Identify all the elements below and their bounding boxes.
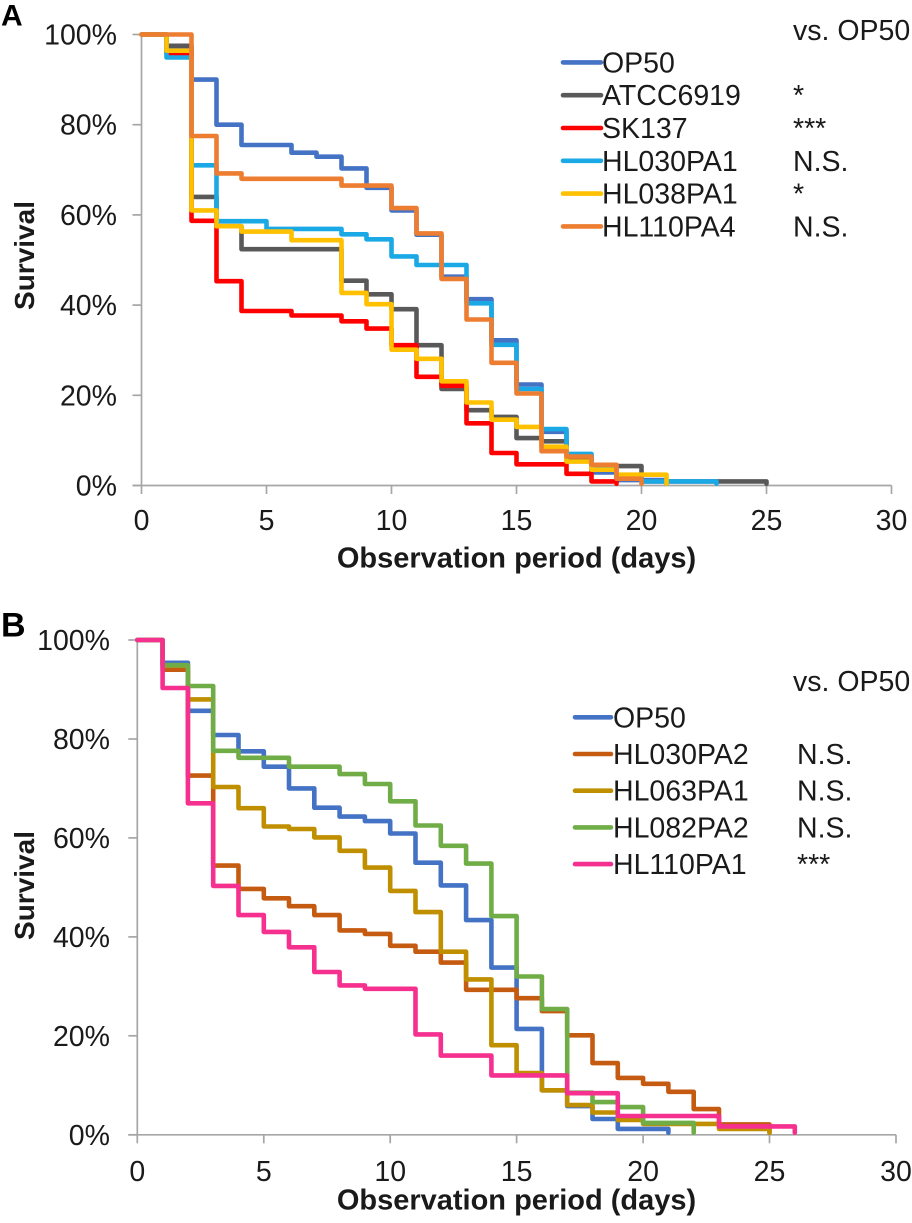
- svg-text:60%: 60%: [53, 823, 110, 855]
- svg-text:40%: 40%: [60, 290, 117, 322]
- svg-text:25: 25: [754, 1156, 786, 1188]
- svg-text:40%: 40%: [53, 922, 110, 954]
- svg-text:15: 15: [501, 505, 533, 537]
- svg-text:vs. OP50: vs. OP50: [793, 666, 910, 698]
- svg-text:Survival: Survival: [9, 831, 40, 940]
- svg-text:20: 20: [626, 505, 658, 537]
- svg-text:HL063PA1: HL063PA1: [613, 776, 749, 808]
- svg-text:60%: 60%: [60, 200, 117, 232]
- svg-text:*: *: [793, 179, 804, 211]
- svg-text:0: 0: [134, 505, 150, 537]
- svg-text:N.S.: N.S.: [797, 776, 852, 808]
- svg-text:80%: 80%: [60, 110, 117, 142]
- svg-text:5: 5: [256, 1156, 272, 1188]
- svg-text:*: *: [793, 80, 804, 112]
- svg-text:30: 30: [876, 505, 908, 537]
- svg-text:0%: 0%: [76, 471, 117, 503]
- svg-text:HL110PA4: HL110PA4: [602, 211, 736, 243]
- svg-text:Survival: Survival: [9, 201, 40, 310]
- svg-text:A: A: [1, 0, 23, 33]
- svg-text:HL038PA1: HL038PA1: [602, 179, 738, 211]
- svg-text:0%: 0%: [69, 1120, 110, 1152]
- svg-text:***: ***: [797, 849, 830, 881]
- svg-text:100%: 100%: [37, 625, 110, 657]
- svg-text:25: 25: [751, 505, 783, 537]
- svg-text:20%: 20%: [60, 380, 117, 412]
- svg-text:N.S.: N.S.: [797, 812, 852, 844]
- svg-text:HL110PA1: HL110PA1: [613, 849, 747, 881]
- svg-text:ATCC6919: ATCC6919: [602, 80, 741, 112]
- svg-text:20: 20: [627, 1156, 659, 1188]
- svg-text:N.S.: N.S.: [793, 146, 848, 178]
- svg-text:vs. OP50: vs. OP50: [793, 15, 910, 47]
- svg-text:20%: 20%: [53, 1021, 110, 1053]
- svg-text:HL030PA2: HL030PA2: [613, 739, 749, 771]
- svg-text:80%: 80%: [53, 724, 110, 756]
- svg-text:30: 30: [880, 1156, 912, 1188]
- svg-text:HL030PA1: HL030PA1: [602, 146, 738, 178]
- svg-text:OP50: OP50: [602, 47, 675, 79]
- svg-text:10: 10: [376, 505, 408, 537]
- svg-text:15: 15: [501, 1156, 533, 1188]
- svg-text:0: 0: [129, 1156, 145, 1188]
- svg-text:B: B: [1, 607, 26, 645]
- svg-text:HL082PA2: HL082PA2: [613, 812, 749, 844]
- svg-text:N.S.: N.S.: [793, 211, 848, 243]
- svg-text:100%: 100%: [44, 20, 117, 52]
- svg-text:10: 10: [374, 1156, 406, 1188]
- svg-text:OP50: OP50: [613, 702, 686, 734]
- svg-text:SK137: SK137: [602, 113, 688, 145]
- svg-text:5: 5: [259, 505, 275, 537]
- svg-text:Observation period (days): Observation period (days): [337, 1185, 696, 1217]
- svg-text:Observation period (days): Observation period (days): [337, 543, 696, 575]
- svg-text:N.S.: N.S.: [797, 739, 852, 771]
- svg-text:***: ***: [793, 113, 826, 145]
